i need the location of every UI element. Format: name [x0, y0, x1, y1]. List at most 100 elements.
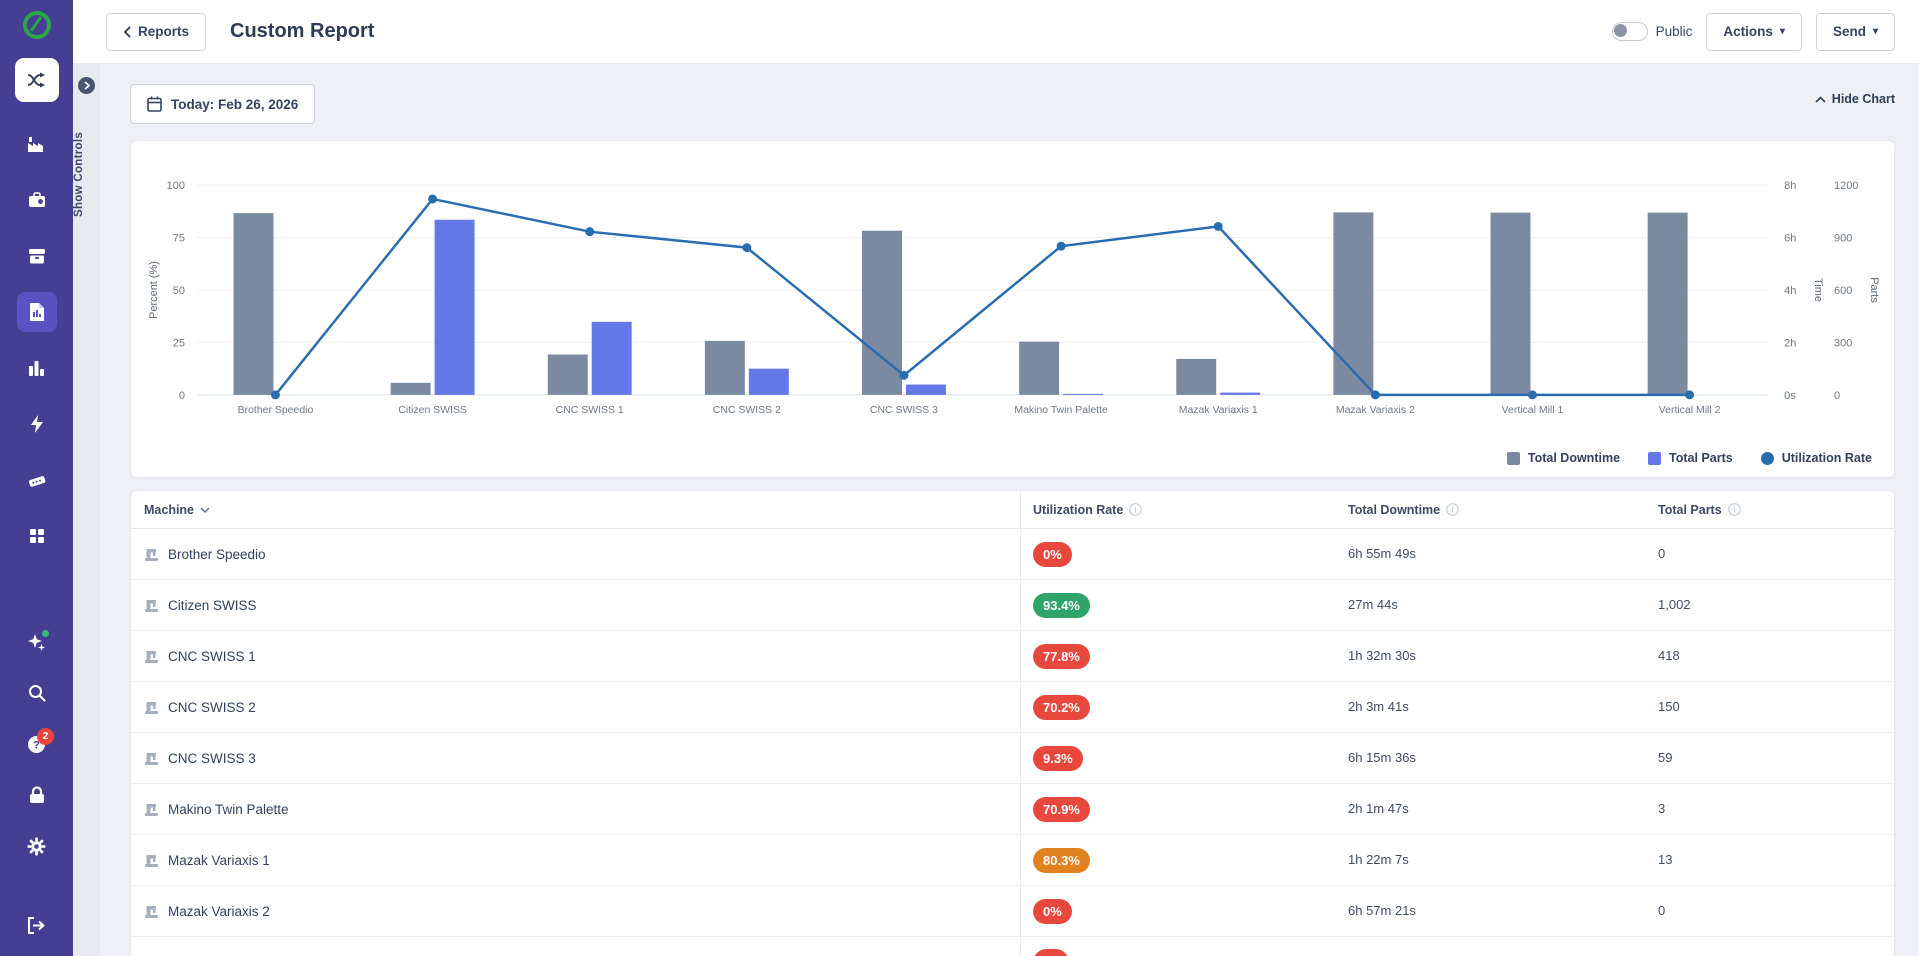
svg-text:i: i — [1733, 506, 1735, 515]
table-header-row: Machine Utilization Rate i Total Downtim… — [131, 491, 1894, 529]
machine-cell: Mazak Variaxis 2 — [144, 904, 270, 919]
table-row[interactable]: CNC SWISS 2 70.2% 2h 3m 41s 150 — [131, 682, 1894, 733]
app-logo[interactable] — [0, 0, 73, 50]
parts-cell: 3 — [1658, 801, 1666, 816]
utilization-badge — [1033, 948, 1069, 956]
sidebar-item-automation[interactable] — [17, 404, 57, 444]
svg-text:300: 300 — [1834, 337, 1852, 349]
sidebar: ? 2 — [0, 0, 73, 956]
svg-text:50: 50 — [173, 285, 185, 297]
grid-icon — [29, 529, 44, 543]
sidebar-item-lock[interactable] — [17, 778, 57, 812]
utilization-badge: 80.3% — [1033, 847, 1090, 873]
calendar-icon — [147, 96, 162, 112]
page-title: Custom Report — [230, 20, 375, 42]
machine-cell: Brother Speedio — [144, 547, 266, 562]
machine-cell: CNC SWISS 2 — [144, 700, 256, 715]
sidebar-nav — [16, 124, 57, 556]
svg-text:600: 600 — [1834, 285, 1852, 297]
machine-cell: CNC SWISS 3 — [144, 751, 256, 766]
workspace-switcher-button[interactable] — [14, 58, 59, 102]
caret-down-icon: ▾ — [1872, 26, 1878, 37]
show-controls-label[interactable]: Show Controls — [73, 131, 85, 217]
svg-text:i: i — [1452, 506, 1454, 515]
controls-strip: Show Controls — [73, 64, 100, 956]
back-to-reports-button[interactable]: Reports — [106, 12, 207, 51]
svg-text:100: 100 — [167, 180, 185, 192]
date-range-picker[interactable]: Today: Feb 26, 2026 — [130, 84, 316, 124]
table-row[interactable]: Brother Speedio 0% 6h 55m 49s 0 — [131, 529, 1894, 580]
utilization-badge: 9.3% — [1033, 745, 1083, 771]
table-row[interactable]: Mazak Variaxis 2 0% 6h 57m 21s 0 — [131, 886, 1894, 937]
expand-controls-button[interactable] — [78, 77, 95, 94]
parts-cell: 0 — [1658, 546, 1666, 561]
downtime-cell: 1h 22m 7s — [1348, 852, 1409, 867]
hide-chart-link[interactable]: Hide Chart — [1815, 92, 1895, 106]
toggle-track — [1611, 22, 1648, 41]
legend-label: Total Downtime — [1527, 451, 1621, 465]
column-header-utilization[interactable]: Utilization Rate i — [1021, 503, 1336, 517]
legend-item[interactable]: Total Downtime — [1506, 451, 1621, 465]
send-button[interactable]: Send ▾ — [1815, 12, 1895, 51]
sidebar-item-settings[interactable] — [17, 829, 57, 863]
table-row[interactable]: CNC SWISS 1 77.8% 1h 32m 30s 418 — [131, 631, 1894, 682]
column-header-parts[interactable]: Total Parts i — [1646, 503, 1894, 517]
utilization-badge: 0% — [1033, 898, 1072, 924]
chart-card: 100 8h 1200 75 6h 900 50 4h 600 25 2h 300 0 0s 0 Percen… — [130, 140, 1895, 478]
report-chart-icon — [29, 303, 44, 321]
content: Today: Feb 26, 2026 Hide Chart 100 8h 1200… — [100, 64, 1919, 956]
shuffle-icon — [27, 72, 45, 88]
column-header-machine[interactable]: Machine — [131, 491, 1021, 528]
sidebar-item-analytics[interactable] — [17, 348, 57, 388]
info-icon[interactable]: i — [1129, 503, 1143, 516]
parts-cell: 150 — [1658, 699, 1680, 714]
svg-text:25: 25 — [173, 337, 185, 349]
info-icon[interactable]: i — [1727, 503, 1741, 516]
legend-item[interactable]: Total Parts — [1648, 451, 1733, 465]
public-toggle[interactable]: Public — [1611, 22, 1692, 41]
sort-chevron-icon — [200, 507, 210, 513]
downtime-cell: 1h 32m 30s — [1348, 648, 1416, 663]
machine-name: Brother Speedio — [168, 546, 266, 562]
column-header-downtime[interactable]: Total Downtime i — [1336, 503, 1646, 517]
legend-item[interactable]: Utilization Rate — [1760, 451, 1872, 465]
sidebar-item-help[interactable]: ? 2 — [17, 727, 57, 761]
lightning-icon — [30, 415, 43, 433]
machine-icon — [145, 548, 158, 561]
page-header: Reports Custom Report Public Actions ▾ S… — [73, 0, 1919, 64]
downtime-cell: 27m 44s — [1348, 597, 1398, 612]
machines-table: Machine Utilization Rate i Total Downtim… — [130, 490, 1895, 956]
sidebar-item-reports[interactable] — [16, 292, 57, 332]
table-row[interactable]: Mazak Variaxis 1 80.3% 1h 22m 7s 13 — [131, 835, 1894, 886]
svg-text:Percent (%): Percent (%) — [148, 261, 160, 319]
sidebar-item-search[interactable] — [17, 676, 57, 710]
sidebar-item-factory[interactable] — [17, 124, 57, 164]
date-range-label: Today: Feb 26, 2026 — [171, 96, 299, 112]
info-icon[interactable]: i — [1446, 503, 1460, 516]
downtime-cell: 2h 1m 47s — [1348, 801, 1409, 816]
table-row[interactable]: Citizen SWISS 93.4% 27m 44s 1,002 — [131, 580, 1894, 631]
legend-swatch — [1760, 451, 1774, 465]
caret-down-icon: ▾ — [1779, 26, 1785, 37]
svg-text:CNC SWISS 2: CNC SWISS 2 — [713, 405, 781, 416]
sparkles-icon — [28, 633, 45, 651]
utilization-badge: 70.9% — [1033, 796, 1090, 822]
sidebar-item-package[interactable] — [17, 236, 57, 276]
search-icon — [28, 685, 45, 702]
legend-swatch — [1506, 451, 1520, 465]
sidebar-item-devices[interactable] — [17, 460, 57, 500]
table-row[interactable]: Makino Twin Palette 70.9% 2h 1m 47s 3 — [131, 784, 1894, 835]
machine-name: CNC SWISS 2 — [168, 699, 256, 715]
sidebar-item-apps[interactable] — [17, 516, 57, 556]
actions-button[interactable]: Actions ▾ — [1706, 12, 1802, 51]
table-row[interactable] — [131, 937, 1894, 956]
header-actions: Public Actions ▾ Send ▾ — [1611, 12, 1895, 51]
sidebar-item-ai-assistant[interactable] — [17, 625, 57, 659]
svg-text:Vertical Mill 2: Vertical Mill 2 — [1659, 405, 1721, 416]
sidebar-item-logout[interactable] — [17, 908, 57, 942]
legend-label: Total Parts — [1669, 451, 1733, 465]
sidebar-item-toolbox[interactable] — [17, 180, 57, 220]
table-row[interactable]: CNC SWISS 3 9.3% 6h 15m 36s 59 — [131, 733, 1894, 784]
svg-text:2h: 2h — [1784, 337, 1796, 349]
report-controls-row: Today: Feb 26, 2026 Hide Chart — [130, 84, 1895, 124]
